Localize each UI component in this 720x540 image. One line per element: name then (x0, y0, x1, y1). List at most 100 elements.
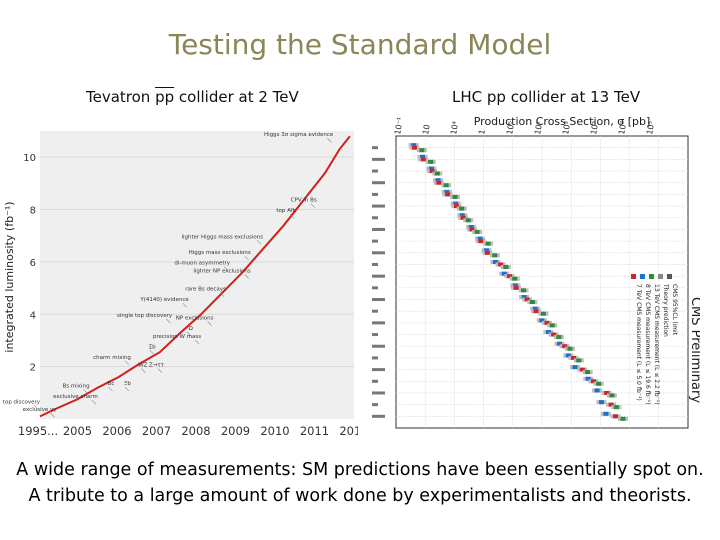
xs-measurement-point (445, 192, 451, 197)
lumi-annotation-leader (149, 350, 154, 355)
xs-legend-swatch (658, 274, 663, 279)
lumi-annotation: NP exclusions (176, 316, 214, 322)
xs-measurement-point (420, 157, 426, 162)
xs-legend-swatch (640, 274, 645, 279)
xs-row-label-glyph (372, 216, 378, 220)
lumi-x-tick-label: 2005 (63, 424, 92, 438)
lumi-y-tick-label: 2 (30, 363, 36, 374)
xs-measurement-point (465, 218, 471, 223)
lumi-annotation-leader (256, 240, 262, 245)
xs-legend-entry: 8 TeV CMS measurement (L ≤ 19.6 fb⁻¹) (644, 284, 651, 405)
xs-measurement-point (477, 236, 483, 241)
xs-measurement-point (556, 335, 562, 340)
lumi-annotation: single top discovery (117, 313, 173, 319)
xs-measurement-point (532, 306, 538, 311)
xs-measurement-point (512, 276, 518, 281)
xs-x-tick-label: 10 (421, 124, 432, 136)
lumi-annotation: Higgs mass exclusions (189, 250, 251, 256)
lumi-annotation-leader (124, 360, 130, 365)
xs-x-tick-label: 10² (533, 121, 544, 136)
lumi-annotation-leader (244, 274, 249, 279)
caption-line-2: A tribute to a large amount of work done… (28, 486, 692, 506)
tevatron-label-prefix: Tevatron (86, 88, 156, 106)
lhc-label: LHC pp collider at 13 TeV (452, 88, 641, 106)
xs-measurement-point (485, 241, 491, 246)
lumi-annotation: Ξb (124, 381, 131, 387)
lumi-annotation-leader (244, 255, 249, 261)
xs-row-label-glyph (372, 321, 385, 325)
lumi-y-tick-label: 4 (30, 310, 36, 321)
lumi-annotation: Bc (108, 381, 115, 387)
lumi-annotation-leader (141, 368, 146, 373)
xs-measurement-point (524, 297, 530, 302)
xs-x-tick-label: 10³ (617, 121, 628, 136)
lumi-annotation-leader (50, 412, 55, 418)
lumi-y-tick-label: 10 (23, 153, 36, 164)
xs-measurement-point (506, 274, 512, 279)
lumi-x-tick-label: 2010 (260, 424, 289, 438)
lumi-x-tick-label: 2006 (102, 424, 131, 438)
xs-measurement-point (428, 159, 434, 164)
xs-measurement-point (429, 169, 435, 174)
lumi-x-tick-label: 2009 (221, 424, 250, 438)
xs-measurement-point (503, 264, 509, 269)
xs-measurement-point (613, 405, 619, 410)
xs-row-label-glyph (372, 262, 378, 266)
xs-row-label-glyph (372, 181, 385, 185)
xs-measurement-point (420, 154, 426, 159)
xs-row-label-glyph (372, 414, 385, 418)
lumi-annotation: exclusive γγ (23, 407, 58, 413)
xs-measurement-point (620, 416, 626, 421)
xs-row-label-glyph (372, 356, 378, 360)
tevatron-luminosity-chart: 2 4 6 8 10 1995... 2005 2006 2007 2008 2009 2010 20… (0, 125, 358, 445)
xs-x-tick-label: 10⁴ (449, 121, 460, 136)
lumi-annotation: CPV in Bs (291, 198, 317, 204)
tevatron-label-suffix: collider at 2 TeV (174, 88, 299, 106)
lumi-annotation: top Afb (276, 208, 296, 214)
xs-measurement-point (512, 283, 518, 288)
xs-row-label-glyph (372, 286, 378, 290)
xs-measurement-point (549, 323, 555, 328)
lumi-annotation: rare Bs decays (185, 287, 226, 293)
xs-measurement-point (596, 381, 602, 386)
xs-row-label-glyph (372, 403, 378, 407)
xs-legend-swatch (631, 274, 636, 279)
lumi-annotation: WZ (138, 363, 147, 369)
xs-measurement-point (411, 145, 417, 150)
lumi-annotation-leader (186, 331, 192, 337)
caption-line-1: A wide range of measurements: SM predict… (16, 460, 704, 480)
xs-measurement-point (459, 206, 465, 211)
lumi-x-tick-label: 2007 (142, 424, 171, 438)
xs-measurement-point (501, 271, 507, 276)
xs-side-label: CMS Preliminary (688, 297, 700, 403)
xs-measurement-point (567, 346, 573, 351)
xs-measurement-point (521, 288, 527, 293)
xs-measurement-point (469, 227, 475, 232)
lumi-y-tick-label: 6 (30, 258, 36, 269)
lumi-y-axis-title: integrated luminosity (fb⁻¹) (3, 201, 16, 352)
lumi-annotation: Higgs 3σ sigma evidence (264, 132, 334, 138)
xs-measurement-point (545, 330, 551, 335)
lumi-annotation: di-muon asymmetry (174, 261, 230, 267)
xs-x-tick-label: 10⁵ (505, 121, 516, 136)
xs-measurement-point (590, 379, 596, 384)
lumi-annotation-leader (124, 386, 130, 392)
xs-measurement-point (604, 390, 610, 395)
lumi-y-tick-label: 8 (30, 206, 36, 217)
xs-measurement-point (608, 402, 614, 407)
xs-legend-swatch (667, 274, 672, 279)
xs-row-label-glyph (372, 192, 378, 196)
xs-measurement-point (484, 250, 490, 255)
xs-chart-title: Production Cross Section, σ [pb] (474, 115, 651, 128)
xs-measurement-point (529, 300, 535, 305)
xs-x-tick-label: 10³ (561, 121, 572, 136)
xs-measurement-point (459, 213, 465, 218)
xs-row-label-glyph (372, 251, 385, 255)
xs-row-label-glyph (372, 379, 378, 383)
lumi-annotation-leader (33, 405, 39, 410)
xs-x-tick-label: 10⁵ (645, 121, 656, 136)
xs-measurement-point (603, 411, 609, 416)
xs-measurement-point (468, 224, 474, 229)
xs-measurement-point (576, 358, 582, 363)
tevatron-label-ppbar: pp (155, 88, 175, 106)
